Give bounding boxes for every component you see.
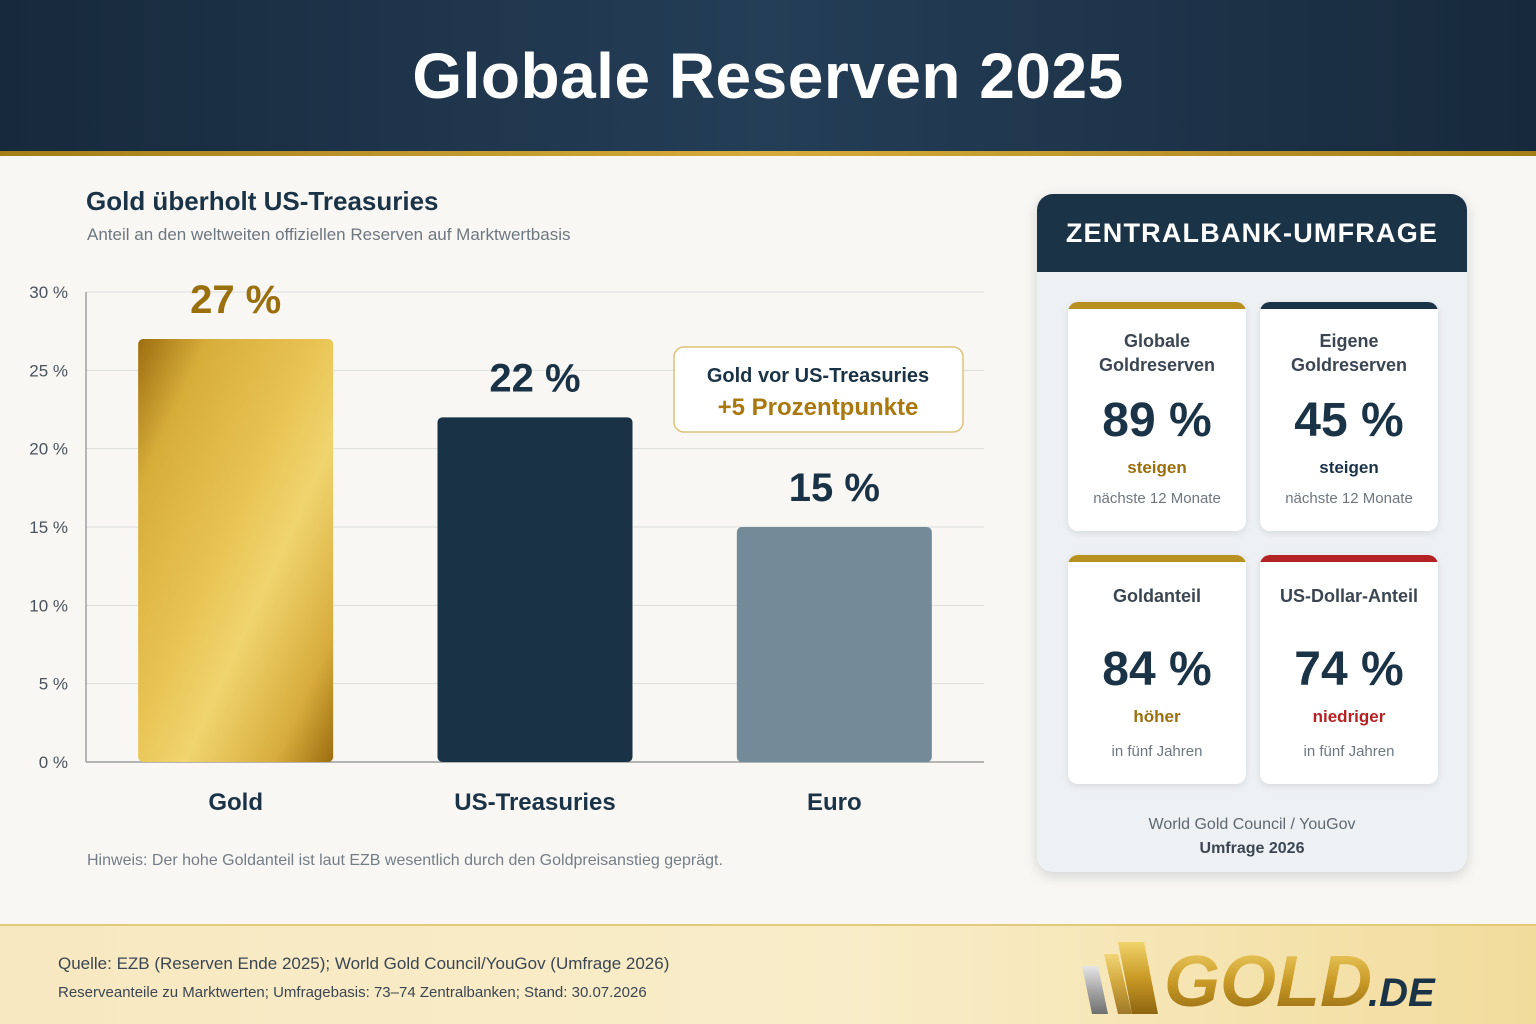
- survey-source-year: Umfrage 2026: [1199, 840, 1305, 857]
- bar-value-label: 22 %: [489, 356, 580, 400]
- card-trend: steigen: [1319, 458, 1379, 477]
- card-accent-bar: [1068, 302, 1246, 309]
- card-trend: höher: [1133, 707, 1181, 726]
- y-tick-label: 0 %: [39, 753, 68, 772]
- survey-card-gold-share: Goldanteil 84 % höher in fünf Jahren: [1068, 555, 1246, 784]
- survey-card-own-gold: Eigene Goldreserven 45 % steigen nächste…: [1260, 302, 1438, 531]
- bar-gold: [138, 339, 334, 762]
- bar-value-label: 15 %: [789, 466, 880, 510]
- survey-title: ZENTRALBANK-UMFRAGE: [1065, 217, 1439, 248]
- card-label: Goldanteil: [1112, 586, 1201, 606]
- callout-box: Gold vor US-Treasuries +5 Prozentpunkte: [673, 346, 964, 433]
- footer-source: Quelle: EZB (Reserven Ende 2025); World …: [58, 954, 670, 973]
- card-value: 45 %: [1294, 394, 1404, 447]
- card-trend: niedriger: [1312, 707, 1386, 726]
- logo-text: GOLD: [1164, 942, 1372, 1020]
- survey-panel-header: ZENTRALBANK-UMFRAGE: [1037, 194, 1467, 272]
- logo-suffix: .DE: [1368, 971, 1436, 1015]
- card-accent-bar: [1260, 302, 1438, 309]
- bar-us-treasuries: [437, 417, 633, 762]
- y-tick-label: 15 %: [29, 518, 68, 537]
- chart-title: Gold überholt US-Treasuries: [86, 186, 439, 216]
- card-accent-bar: [1068, 555, 1246, 562]
- card-period: in fünf Jahren: [1303, 743, 1395, 760]
- card-accent-bar: [1260, 555, 1438, 562]
- card-period: nächste 12 Monate: [1093, 490, 1221, 507]
- card-value: 74 %: [1294, 643, 1404, 696]
- header: Globale Reserven 2025: [0, 0, 1536, 151]
- survey-panel: ZENTRALBANK-UMFRAGE Globale Goldreserven…: [1037, 194, 1467, 872]
- bar-chart: 0 % 5 % 10 % 15 % 20 % 25 % 30 % 27 % Gold 22 % U…: [29, 278, 984, 816]
- y-tick-label: 5 %: [39, 675, 68, 694]
- card-label: US-Dollar-Anteil: [1279, 586, 1418, 606]
- callout-line2: +5 Prozentpunkte: [718, 394, 919, 421]
- x-category-label: Gold: [208, 789, 263, 816]
- card-label: Globale Goldreserven: [1098, 331, 1216, 375]
- x-category-label: Euro: [807, 789, 862, 816]
- card-period: in fünf Jahren: [1111, 743, 1203, 760]
- header-gold-rule: [0, 151, 1536, 156]
- y-tick-label: 20 %: [29, 440, 68, 459]
- card-label: Eigene Goldreserven: [1290, 331, 1408, 375]
- y-tick-label: 25 %: [29, 361, 68, 380]
- footer: Quelle: EZB (Reserven Ende 2025); World …: [0, 924, 1536, 1024]
- callout-line1: Gold vor US-Treasuries: [707, 365, 929, 387]
- gold-de-logo: GOLD .DE: [1082, 942, 1436, 1020]
- card-period: nächste 12 Monate: [1285, 490, 1413, 507]
- survey-card-global-gold: Globale Goldreserven 89 % steigen nächst…: [1068, 302, 1246, 531]
- y-tick-label: 10 %: [29, 596, 68, 615]
- survey-source: World Gold Council / YouGov: [1148, 816, 1356, 833]
- chart-hint: Hinweis: Der hohe Goldanteil ist laut EZ…: [87, 852, 723, 869]
- chart-subtitle: Anteil an den weltweiten offiziellen Res…: [87, 225, 571, 244]
- survey-card-usd-share: US-Dollar-Anteil 74 % niedriger in fünf …: [1260, 555, 1438, 784]
- page-title: Globale Reserven 2025: [412, 39, 1124, 112]
- y-tick-label: 30 %: [29, 283, 68, 302]
- card-value: 84 %: [1102, 643, 1212, 696]
- card-trend: steigen: [1127, 458, 1187, 477]
- card-value: 89 %: [1102, 394, 1212, 447]
- bar-euro: [736, 527, 932, 762]
- bar-value-label: 27 %: [190, 278, 281, 322]
- footer-note: Reserveanteile zu Marktwerten; Umfrageba…: [58, 984, 647, 1001]
- x-category-label: US-Treasuries: [454, 789, 615, 816]
